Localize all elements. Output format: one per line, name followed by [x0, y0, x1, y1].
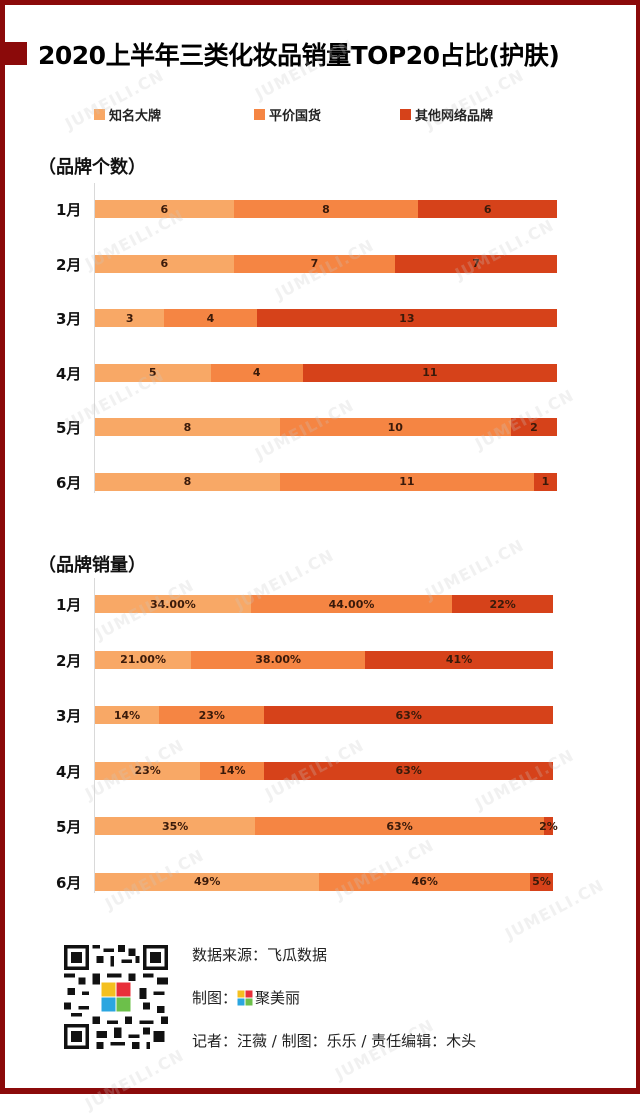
qr-code-icon	[64, 945, 168, 1049]
stacked-bar: 21.00% 38.00% 41%	[95, 650, 553, 669]
row-label: 3月	[56, 707, 82, 725]
bar-segment: 14%	[95, 706, 160, 724]
made-by-label: 制图：	[192, 989, 238, 1007]
row-label: 5月	[56, 419, 82, 437]
bar-segment: 6	[418, 200, 557, 218]
stacked-bar: 3 4 13	[95, 309, 557, 327]
legend-label: 其他网络品牌	[415, 109, 494, 124]
bar-segment: 63%	[255, 817, 544, 835]
bar-segment: 6	[95, 200, 234, 218]
stacked-bar: 34.00% 44.00% 22%	[95, 595, 553, 613]
bar-segment: 63%	[264, 706, 553, 724]
bar-segment: 4	[210, 363, 303, 382]
bar-segment: 7	[233, 254, 396, 273]
bar-segment: 7	[395, 254, 557, 273]
stacked-bar: 8 10 2	[95, 418, 557, 436]
legend-swatch-icon	[94, 109, 105, 120]
legend-item-brand: 知名大牌	[94, 105, 161, 124]
row-label: 2月	[56, 651, 82, 670]
stacked-bar: 49% 46% 5%	[95, 872, 553, 891]
bar-segment: 2	[510, 418, 557, 436]
bar-segment: 3	[95, 309, 165, 327]
row-label: 5月	[56, 818, 82, 836]
bar-segment: 22%	[452, 595, 553, 613]
bar-segment: 1	[533, 472, 557, 491]
legend-item-other: 其他网络品牌	[400, 105, 493, 124]
stacked-bar: 8 11 1	[95, 472, 557, 491]
bar-segment: 63%	[264, 761, 553, 780]
sales-section-title: （品牌销量）	[38, 555, 146, 576]
data-source: 数据来源：飞瓜数据	[192, 946, 328, 964]
stacked-bar: 35% 63% 2%	[95, 817, 558, 835]
bar-segment: 34.00%	[95, 595, 251, 613]
bar-segment: 2%	[539, 817, 558, 835]
jumeili-logo-icon	[237, 990, 253, 1005]
count-axis-line	[94, 183, 95, 493]
bar-segment: 8	[233, 200, 419, 218]
bar-segment: 49%	[95, 872, 320, 891]
bar-segment: 11	[302, 363, 557, 382]
count-section-title: （品牌个数）	[38, 157, 146, 178]
stacked-bar: 23% 14% 63%	[95, 761, 553, 780]
bar-segment: 13	[256, 309, 557, 327]
legend-label: 平价国货	[269, 109, 322, 124]
row-label: 4月	[56, 762, 82, 781]
bar-segment: 38.00%	[191, 650, 366, 669]
bar-segment: 4	[164, 309, 257, 327]
bar-segment: 23%	[95, 761, 201, 780]
bar-segment: 41%	[365, 650, 553, 669]
bar-segment: 35%	[95, 817, 256, 835]
bar-segment: 5%	[530, 872, 553, 891]
bar-segment: 23%	[159, 706, 265, 724]
bar-segment: 44.00%	[250, 595, 453, 613]
legend-label: 知名大牌	[109, 109, 162, 124]
title-marker	[0, 42, 27, 65]
brand-name: 聚美丽	[255, 989, 301, 1007]
credits-line: 记者：汪薇 / 制图：乐乐 / 责任编辑：木头	[192, 1032, 477, 1050]
bar-segment: 21.00%	[95, 650, 192, 669]
bar-segment: 8	[95, 472, 280, 491]
row-label: 1月	[56, 201, 82, 219]
sales-axis-line	[94, 578, 95, 893]
row-label: 6月	[56, 473, 82, 492]
stacked-bar: 5 4 11	[95, 363, 557, 382]
bar-segment: 6	[95, 254, 234, 273]
bar-segment: 14%	[200, 761, 265, 780]
made-by-line: 制图： 聚美丽	[192, 987, 300, 1008]
row-label: 1月	[56, 596, 82, 614]
row-label: 2月	[56, 255, 82, 274]
row-label: 4月	[56, 364, 82, 383]
bar-segment: 46%	[319, 872, 531, 891]
stacked-bar: 14% 23% 63%	[95, 706, 553, 724]
bar-segment: 5	[95, 363, 211, 382]
row-label: 6月	[56, 873, 82, 892]
bar-segment: 10	[279, 418, 511, 436]
legend-swatch-icon	[254, 109, 265, 120]
row-label: 3月	[56, 310, 82, 328]
legend-item-domestic: 平价国货	[254, 105, 321, 124]
bar-segment: 11	[279, 472, 534, 491]
legend: 知名大牌 平价国货 其他网络品牌	[0, 105, 640, 124]
bar-segment: 8	[95, 418, 280, 436]
legend-swatch-icon	[400, 109, 411, 120]
page-title: 2020上半年三类化妆品销量TOP20占比(护肤)	[38, 41, 560, 70]
